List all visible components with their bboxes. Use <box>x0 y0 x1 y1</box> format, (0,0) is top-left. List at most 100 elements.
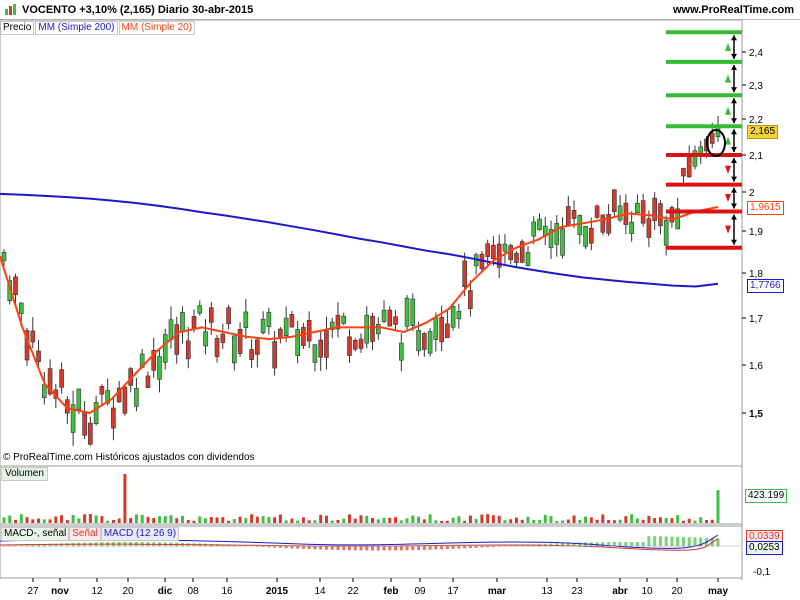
candle-body <box>255 339 260 355</box>
legend-ma20[interactable]: MM (Simple 20) <box>118 21 196 35</box>
macd-bar <box>330 546 334 550</box>
candle-body <box>47 368 53 395</box>
macd-bar <box>382 546 386 551</box>
ma200-line <box>0 192 719 288</box>
volume-bar <box>630 514 634 523</box>
macd-bar <box>399 546 403 551</box>
candle-body <box>232 335 237 364</box>
small-green-arrow-icon <box>725 43 731 52</box>
macd-bar <box>365 546 369 551</box>
volume-bar <box>457 516 461 523</box>
volume-bar <box>319 514 323 523</box>
macd-label-1[interactable]: MACD-, señal <box>1 527 70 541</box>
candle-body <box>652 197 657 221</box>
volume-bar <box>658 517 662 523</box>
ma200-price-tag: 1,7766 <box>747 279 784 293</box>
volume-bar <box>532 519 536 523</box>
candle-body <box>502 243 508 252</box>
candle-body <box>116 387 122 403</box>
macd-bar <box>394 546 398 551</box>
candle-body <box>583 226 588 247</box>
legend-ma200[interactable]: MM (Simple 200) <box>35 21 118 35</box>
volume-bar <box>555 520 559 523</box>
volume-bar <box>19 514 23 523</box>
macd-bar <box>474 546 478 548</box>
candle-body <box>600 214 606 233</box>
volume-bar <box>474 518 478 523</box>
volume-bar <box>250 514 254 523</box>
macd-bar <box>687 537 691 547</box>
volume-bar <box>169 515 173 523</box>
volume-bar <box>526 516 530 523</box>
volume-bar <box>543 514 547 523</box>
volume-bar <box>238 516 242 523</box>
macd-bar <box>463 546 467 549</box>
x-tick-label: 12 <box>91 586 103 597</box>
volume-value-tag: 423.199 <box>745 489 788 503</box>
candle-body <box>134 388 139 407</box>
macd-bar <box>31 544 35 547</box>
macd-bar <box>434 546 438 550</box>
price-legend: Precio MM (Simple 200) MM (Simple 20) <box>0 21 196 35</box>
volume-bar <box>451 517 455 523</box>
volume-bar <box>618 519 622 523</box>
macd-bar <box>215 544 219 547</box>
candle-body <box>180 312 185 332</box>
y-tick-label: 1,6 <box>749 361 763 372</box>
legend-price[interactable]: Precio <box>0 21 35 35</box>
volume-bar <box>330 520 334 523</box>
volume-bar <box>198 516 202 523</box>
macd-label-2[interactable]: Señal <box>69 527 101 541</box>
macd-bar <box>699 537 703 547</box>
candle-body <box>416 330 421 352</box>
macd-bar <box>647 536 651 547</box>
macd-bar <box>54 543 58 547</box>
x-tick-label: 08 <box>187 586 199 597</box>
macd-label-3[interactable]: MACD (12 26 9) <box>100 527 180 541</box>
candle-body <box>197 305 203 314</box>
candle-body <box>445 323 450 339</box>
volume-bar <box>687 518 691 523</box>
candle-body <box>36 350 41 362</box>
x-tick-label: 17 <box>447 586 459 597</box>
candle-body <box>629 221 634 234</box>
candle-body <box>525 252 531 266</box>
macd-bar <box>296 546 300 549</box>
x-tick-label: 22 <box>347 586 359 597</box>
volume-bar <box>301 517 305 523</box>
volume-bar <box>232 519 236 523</box>
candle-body <box>162 334 168 363</box>
candle-body <box>347 336 352 356</box>
copyright-text: © ProRealTime.com Históricos ajustados c… <box>3 452 255 463</box>
volume-bar <box>106 520 110 523</box>
macd-bar <box>457 546 461 549</box>
candle-body <box>249 349 254 360</box>
candle-body <box>692 150 698 167</box>
volume-bar <box>693 520 697 523</box>
site-link[interactable]: www.ProRealTime.com <box>672 4 794 16</box>
macd-bar <box>584 542 588 547</box>
candle-body <box>88 422 93 445</box>
volume-bar <box>134 514 138 523</box>
macd-bar <box>422 546 426 550</box>
volume-bar <box>2 517 6 523</box>
volume-bar <box>48 519 52 523</box>
macd-bar <box>37 544 41 547</box>
volume-bar <box>394 517 398 523</box>
volume-bar <box>204 518 208 523</box>
candle-body <box>203 331 208 347</box>
volume-bar <box>83 514 87 523</box>
macd-bar <box>371 546 375 551</box>
volume-bar <box>399 520 403 523</box>
macd-bar <box>42 544 46 547</box>
candle-body <box>243 311 249 328</box>
candle-body <box>318 339 323 358</box>
macd-bar <box>60 543 64 547</box>
candle-body <box>404 297 410 327</box>
macd-bar <box>25 544 29 547</box>
volume-label[interactable]: Volumen <box>1 467 48 481</box>
y-tick-label: 2 <box>749 188 755 199</box>
volume-bar <box>704 520 708 523</box>
candle-body <box>168 319 174 340</box>
macd-bar <box>405 546 409 551</box>
